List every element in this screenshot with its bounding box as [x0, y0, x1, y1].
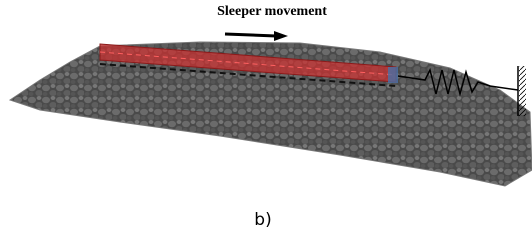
fixed-wall: [518, 66, 526, 116]
movement-arrow: [225, 31, 288, 41]
figure: Sleeper movement b): [0, 0, 532, 241]
page: {"figure": {"title": "Sleeper movement",…: [0, 0, 532, 241]
figure-title: Sleeper movement: [217, 4, 327, 19]
figure-caption: b): [254, 210, 271, 230]
